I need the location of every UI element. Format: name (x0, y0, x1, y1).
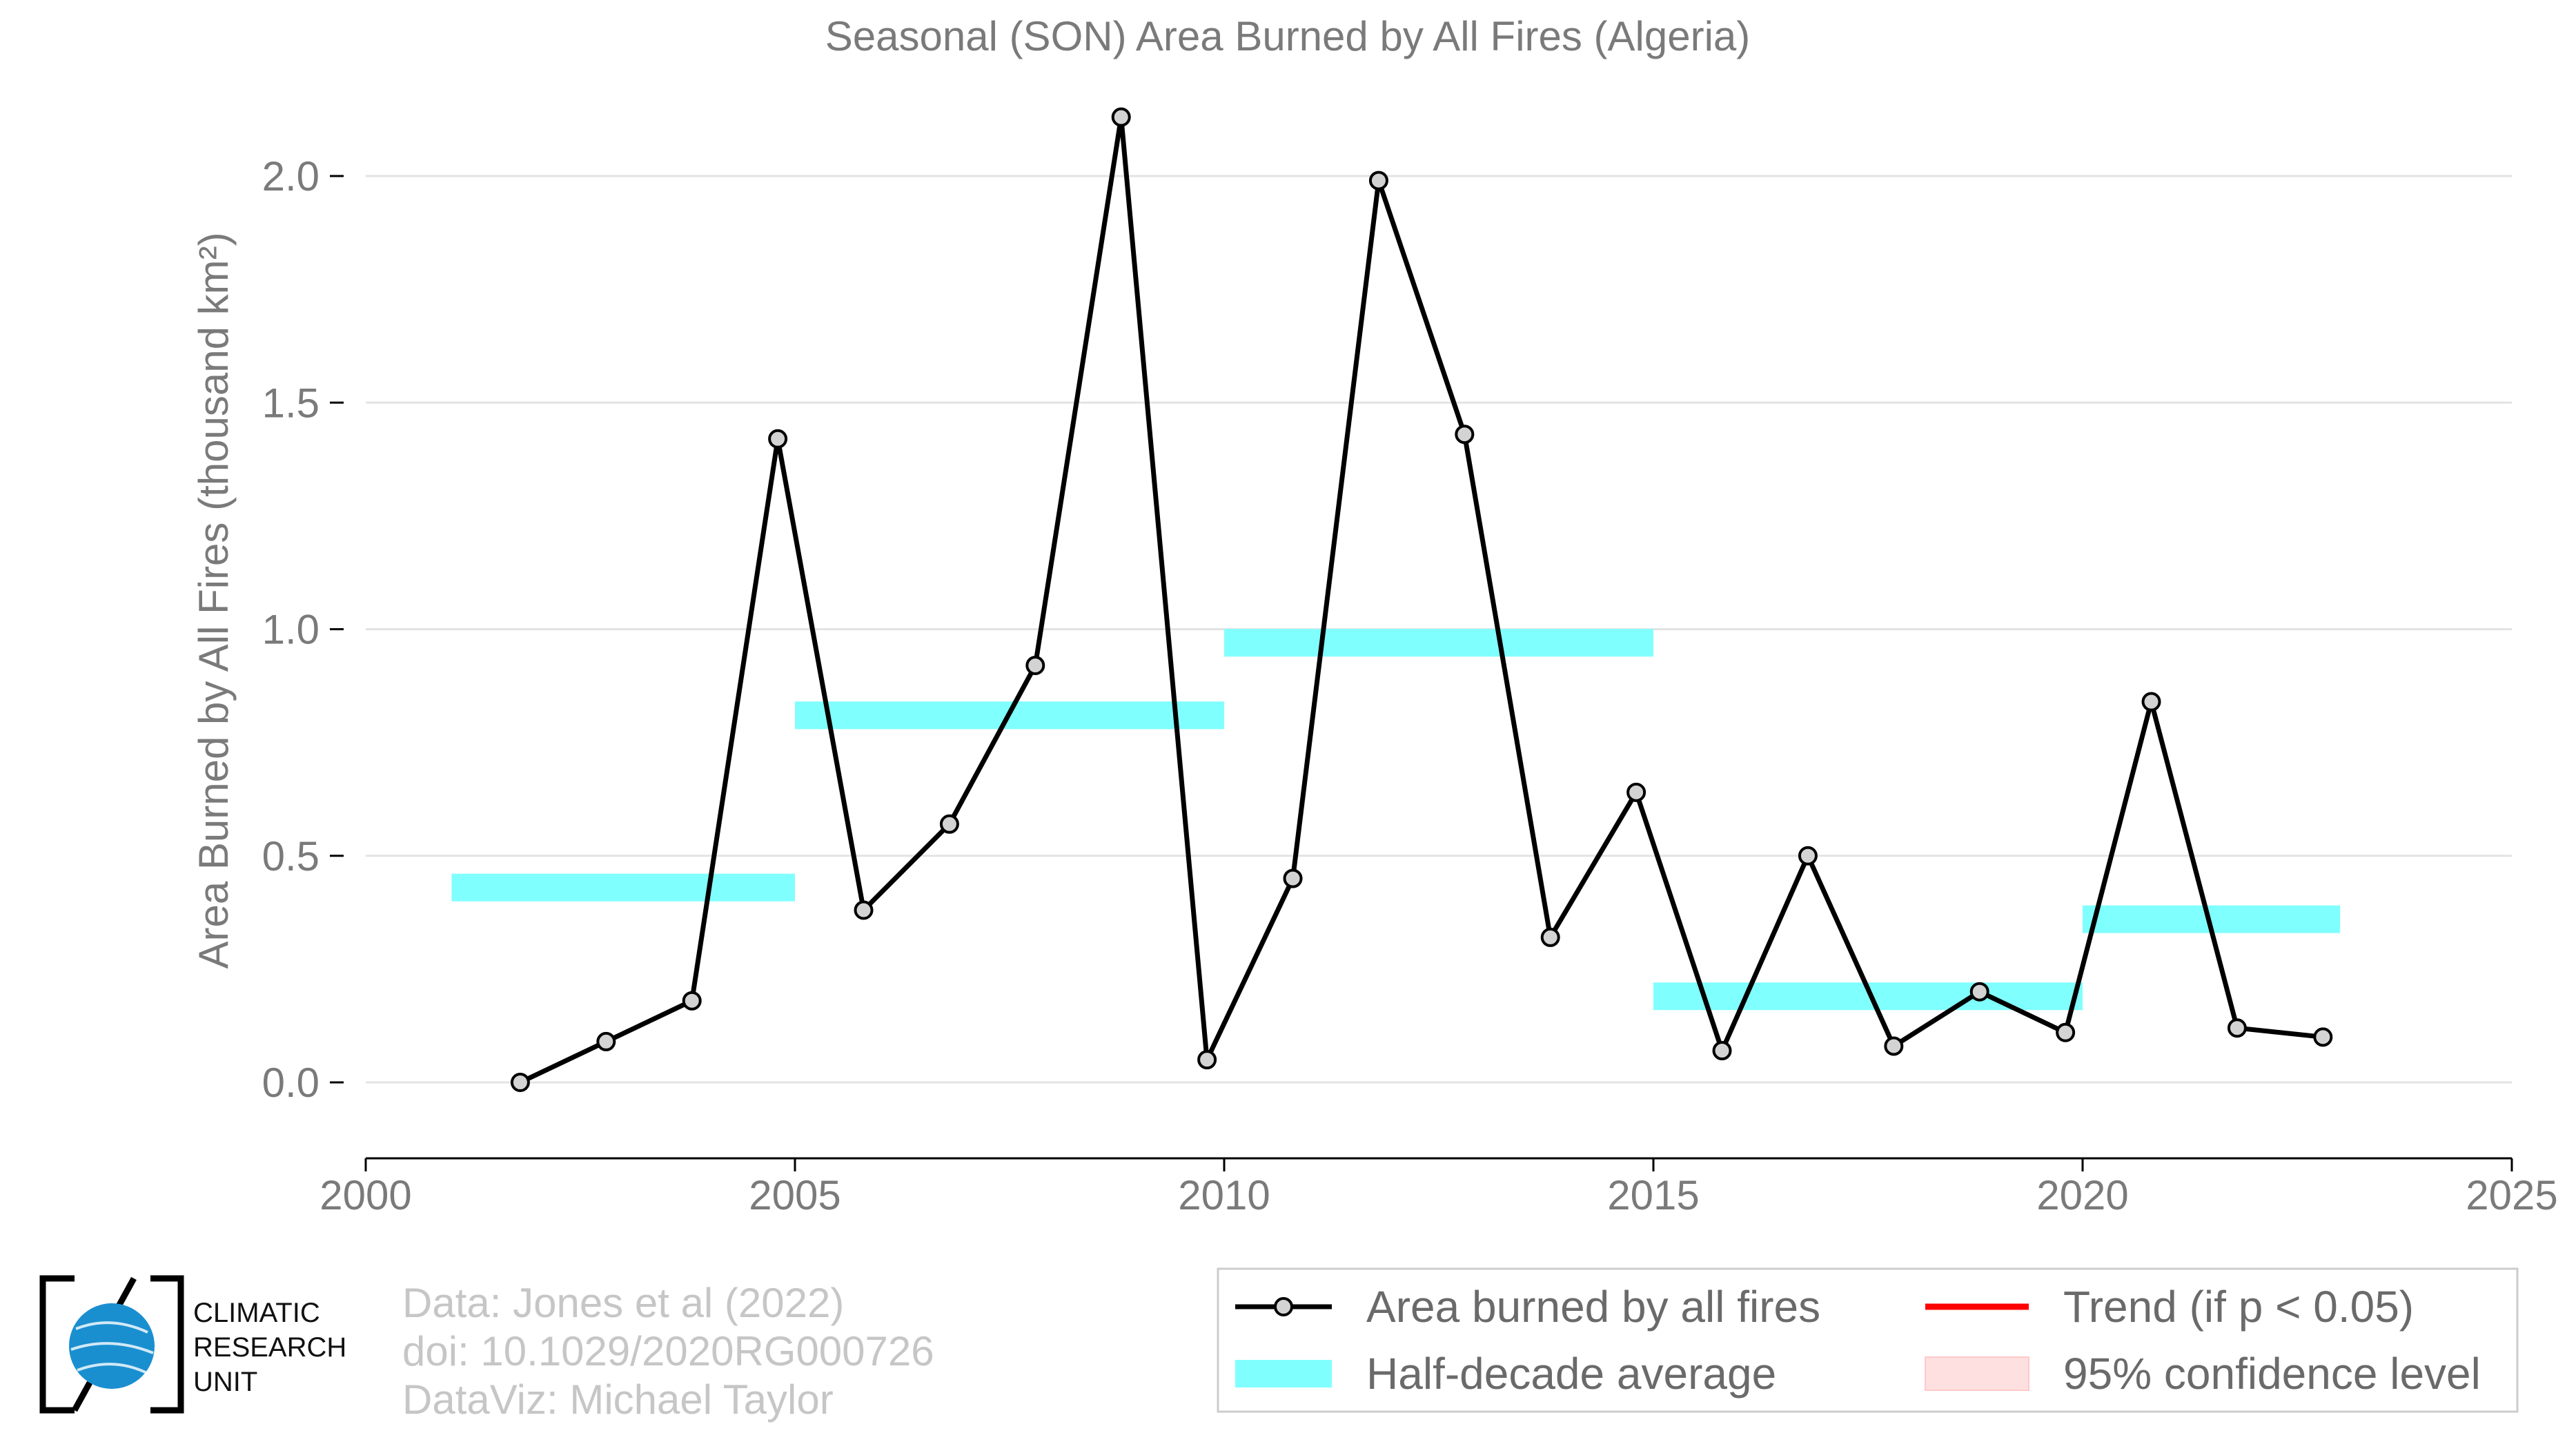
cru-logo: CLIMATIC RESEARCH UNIT (39, 1275, 346, 1414)
logo-slash-top (116, 1276, 137, 1308)
data-point (854, 900, 874, 920)
logo-bracket-left (39, 1275, 75, 1414)
legend-label: Area burned by all fires (1366, 1282, 1820, 1332)
data-point (1455, 425, 1475, 445)
x-tick-label: 2005 (749, 1172, 840, 1218)
data-point (1025, 656, 1045, 676)
y-tick-label: 0.5 (262, 833, 319, 879)
logo-text-line: CLIMATIC (193, 1298, 320, 1328)
half-decade-band (1224, 629, 1653, 657)
legend-box (1217, 1267, 2519, 1413)
legend-label: Half-decade average (1366, 1349, 1776, 1399)
logo-slash-bottom (72, 1381, 92, 1412)
x-tick-label: 2015 (1607, 1172, 1699, 1218)
legend-swatch-band (1235, 1360, 1332, 1387)
globe-lines (70, 1321, 154, 1375)
data-point (510, 1073, 530, 1092)
data-point (939, 814, 959, 834)
data-point (1969, 982, 1989, 1002)
data-points (510, 107, 2333, 1092)
y-tick-label: 1.0 (262, 607, 319, 653)
half-decade-bands (451, 629, 2341, 1011)
credit-line: Data: Jones et al (2022) (402, 1280, 844, 1326)
data-point (682, 991, 702, 1011)
data-point (2227, 1018, 2247, 1038)
data-point (2056, 1022, 2076, 1042)
data-point (2313, 1027, 2333, 1047)
y-tick-label: 2.0 (262, 153, 319, 199)
legend-label: Trend (if p < 0.05) (2063, 1282, 2414, 1332)
logo-text-line: UNIT (193, 1367, 257, 1397)
data-point (1626, 782, 1646, 802)
data-point (1540, 927, 1560, 947)
half-decade-band (451, 873, 795, 902)
legend: Area burned by all fires Trend (if p < 0.… (1217, 1267, 2519, 1413)
x-tick-label: 2025 (2466, 1172, 2557, 1218)
x-tick-label: 2010 (1178, 1172, 1270, 1218)
x-tick-label: 2020 (2036, 1172, 2128, 1218)
legend-swatch-ci (1925, 1356, 2029, 1391)
y-tick-label: 0.0 (262, 1060, 319, 1106)
data-point (768, 429, 788, 449)
x-ticks: 2000 2005 2010 2015 2020 2025 (319, 1158, 2558, 1218)
data-point (1283, 868, 1303, 888)
data-point (1368, 171, 1388, 191)
legend-label: 95% confidence level (2063, 1349, 2481, 1399)
series-line-group (519, 115, 2323, 1085)
credit-line: doi: 10.1029/2020RG000726 (402, 1328, 934, 1374)
data-point (1884, 1036, 1904, 1056)
y-tick-label: 1.5 (262, 380, 319, 426)
data-point (1712, 1041, 1732, 1061)
data-point (1111, 107, 1131, 127)
y-axis-label: Area Burned by All Fires (thousand km²) (190, 232, 237, 968)
data-point (1197, 1050, 1217, 1070)
data-point (1798, 846, 1818, 866)
logo-bracket-right (150, 1275, 184, 1414)
credit-line: DataViz: Michael Taylor (402, 1376, 834, 1423)
data-point (596, 1031, 616, 1051)
series-line (519, 115, 2323, 1085)
credits: Data: Jones et al (2022) doi: 10.1029/20… (402, 1280, 934, 1423)
chart-title: Seasonal (SON) Area Burned by All Fires … (825, 13, 1751, 59)
logo-text-line: RESEARCH (193, 1332, 346, 1363)
legend-swatch-marker (1274, 1297, 1293, 1316)
data-point (2141, 692, 2161, 712)
x-tick-label: 2000 (319, 1172, 411, 1218)
y-ticks: 0.0 0.5 1.0 1.5 2.0 (262, 153, 344, 1106)
